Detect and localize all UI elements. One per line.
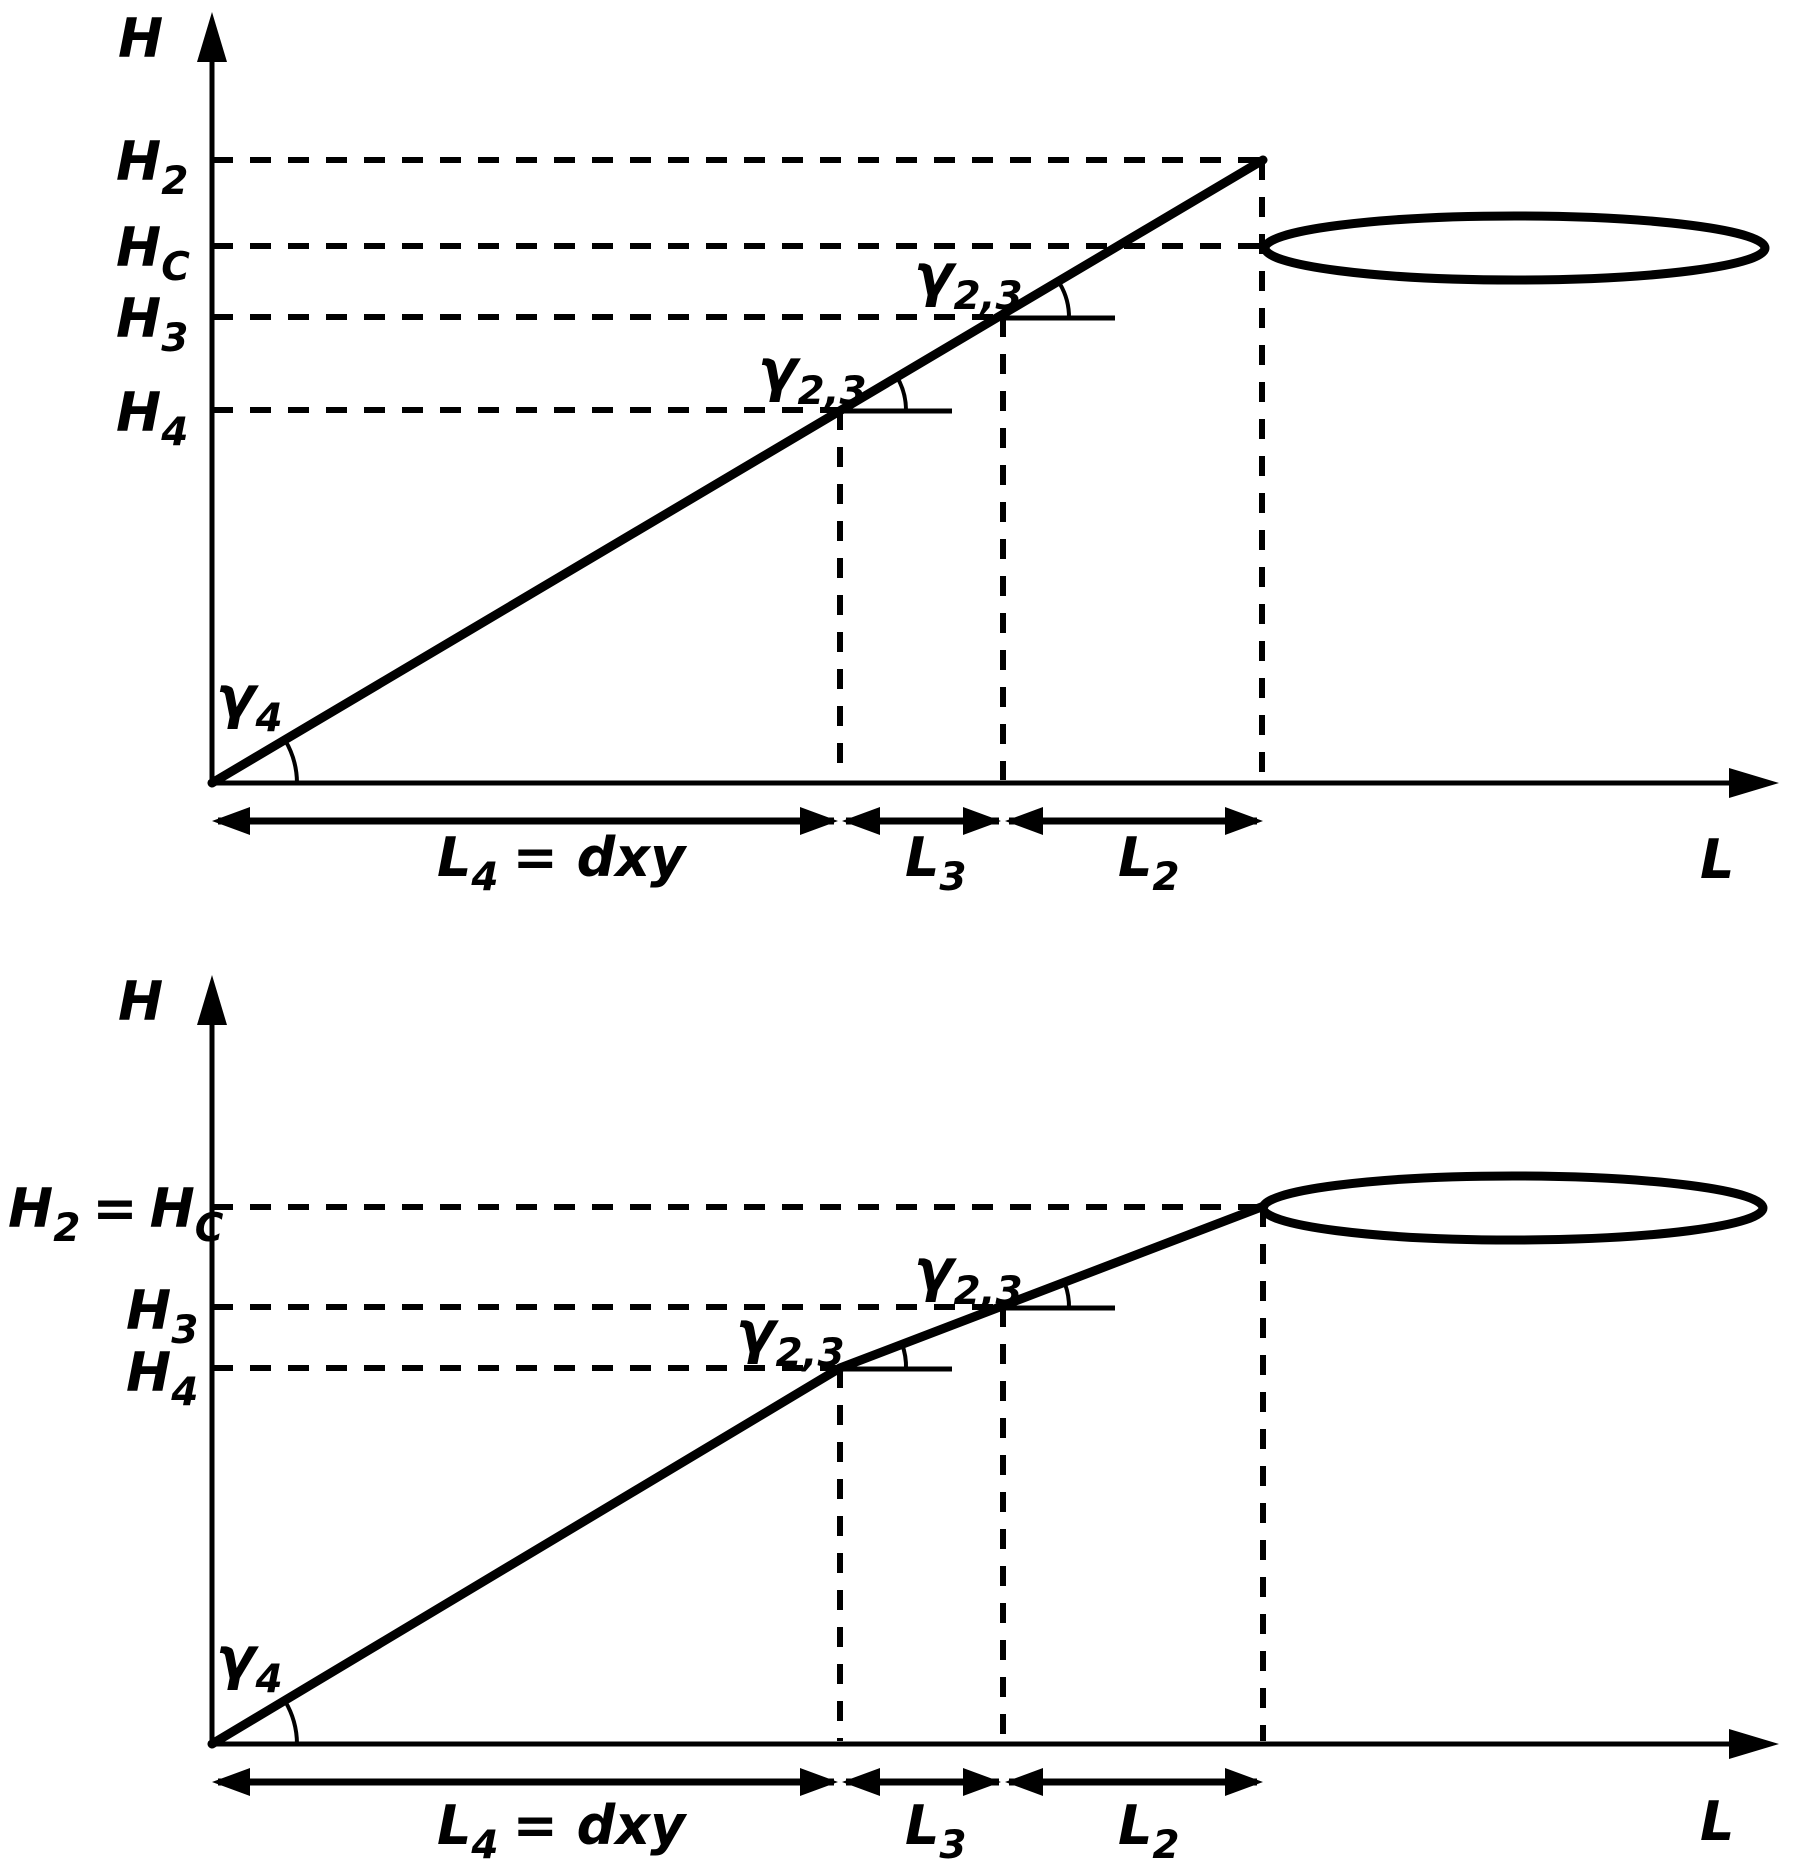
top-l2-left-arrowhead-icon (1005, 807, 1043, 835)
top-l4-distance-label: L4 = dxy (437, 826, 688, 900)
bottom-h3-label: H3 (126, 1279, 198, 1353)
bottom-l3-left-arrowhead-icon (842, 1768, 880, 1796)
top-hc-label: HC (116, 216, 190, 290)
bottom-aircraft-ellipse (1258, 1171, 1768, 1245)
bottom-x-axis-label: L (1700, 1790, 1734, 1853)
bottom-gamma23-lower-label: γ2,3 (736, 1298, 845, 1376)
top-l4-left-arrowhead-icon (212, 807, 250, 835)
top-panel: H L H2 HC H3 H4 γ4 γ2,3 γ2,3 L4 = dxy L3 … (116, 7, 1779, 900)
bottom-gamma4-label: γ4 (216, 1624, 283, 1702)
bottom-l4-right-arrowhead-icon (800, 1768, 838, 1796)
top-l4-right-arrowhead-icon (800, 807, 838, 835)
top-l3-right-arrowhead-icon (963, 807, 1001, 835)
bottom-panel: H L H2 = HC H3 H4 γ4 γ2,3 γ2,3 L4 = dxy L3 … (8, 970, 1779, 1860)
bottom-gamma4-arc (283, 1699, 299, 1745)
bottom-gamma23-lower-arc (900, 1343, 909, 1370)
top-gamma4-label: γ4 (216, 663, 283, 741)
top-x-axis-label: L (1700, 828, 1734, 891)
top-y-axis-label: H (118, 7, 163, 70)
bottom-h4-label: H4 (126, 1341, 198, 1415)
top-dimension-arrows (212, 807, 1263, 835)
bottom-h2hc-label: H2 = HC (8, 1177, 224, 1251)
bottom-l2-right-arrowhead-icon (1225, 1768, 1263, 1796)
bottom-gamma23-upper-arc (1063, 1283, 1072, 1309)
top-x-axis-arrowhead-icon (1729, 768, 1779, 798)
bottom-y-axis-arrowhead-icon (197, 975, 227, 1025)
top-h3-label: H3 (116, 287, 188, 361)
top-gamma23-upper-label: γ2,3 (914, 241, 1023, 319)
top-gamma23-lower-label: γ2,3 (758, 336, 867, 414)
top-l2-distance-label: L2 (1118, 826, 1180, 900)
bottom-l3-distance-label: L3 (905, 1794, 967, 1860)
top-gamma23-upper-arc (1058, 282, 1072, 319)
top-gamma4-arc (283, 738, 299, 784)
top-aircraft-ellipse (1260, 211, 1770, 285)
bottom-l4-left-arrowhead-icon (212, 1768, 250, 1796)
top-l2-right-arrowhead-icon (1225, 807, 1263, 835)
bottom-l2-left-arrowhead-icon (1005, 1768, 1043, 1796)
top-y-axis-arrowhead-icon (197, 12, 227, 62)
top-l3-left-arrowhead-icon (842, 807, 880, 835)
top-gamma23-lower-arc (895, 375, 909, 412)
bottom-y-axis-label: H (118, 970, 163, 1033)
top-h4-label: H4 (116, 381, 188, 455)
bottom-l3-right-arrowhead-icon (963, 1768, 1001, 1796)
bottom-climb-path-line (207, 1201, 1269, 1749)
top-climb-path-line (207, 155, 1268, 788)
top-l3-distance-label: L3 (905, 826, 967, 900)
bottom-dimension-arrows (212, 1768, 1263, 1796)
bottom-l4-distance-label: L4 = dxy (437, 1794, 688, 1860)
bottom-l2-distance-label: L2 (1118, 1794, 1180, 1860)
top-h2-label: H2 (116, 130, 188, 204)
bottom-gamma23-upper-label: γ2,3 (914, 1236, 1023, 1314)
bottom-x-axis-arrowhead-icon (1729, 1729, 1779, 1759)
